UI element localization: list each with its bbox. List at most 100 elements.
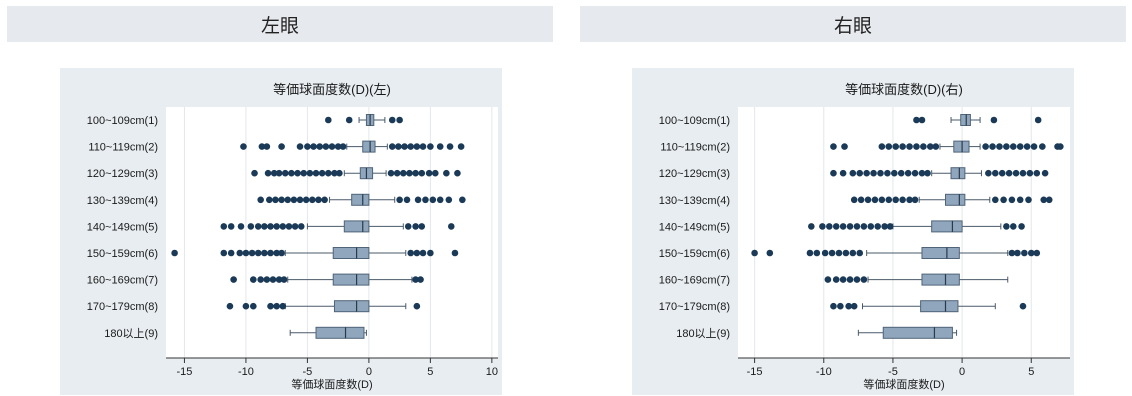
outlier-point [263,143,271,150]
outlier-point [1008,196,1016,204]
outlier-point [345,116,353,124]
outlier-point [296,196,304,204]
outlier-point [309,196,316,204]
outlier-point [899,196,906,204]
iqr-box [921,247,960,259]
category-label: 130~139cm(4) [87,195,158,207]
outlier-point [906,143,913,150]
outlier-point [885,143,893,150]
outlier-point [429,196,437,204]
outlier-point [808,223,815,230]
outlier-point [279,223,287,230]
outlier-point [832,276,840,283]
outlier-point [1039,143,1046,150]
category-label: 170~179cm(8) [87,301,158,313]
outlier-point [1057,143,1064,150]
outlier-point [850,302,858,310]
left-eye-header-label: 左眼 [260,14,299,37]
outlier-point [913,116,920,124]
box-9 [857,326,958,339]
box-2 [830,140,1064,153]
outlier-point [856,249,864,257]
outlier-point [220,223,228,230]
outlier-point [396,196,403,204]
outlier-point [857,196,865,204]
outlier-point [1016,196,1024,204]
x-tick-label: -5 [303,366,313,378]
outlier-point [849,249,857,257]
outlier-point [982,143,989,150]
outlier-point [396,116,403,124]
box-3 [830,167,1049,180]
outlier-point [457,143,465,150]
outlier-point [237,223,245,230]
outlier-point [990,116,998,124]
outlier-point [400,169,407,177]
x-tick-label: 5 [427,366,433,378]
outlier-point [240,143,247,150]
outlier-point [417,276,424,283]
outlier-point [315,196,322,204]
category-label: 100~109cm(1) [659,115,730,127]
outlier-point [891,169,898,177]
outlier-point [339,143,347,150]
outlier-point [849,169,857,177]
x-tick-label: -15 [176,366,192,378]
outlier-point [806,249,814,257]
x-axis-label: 等価球面度数(D) [291,377,372,391]
outlier-point [1033,249,1041,257]
outlier-point [886,223,894,230]
outlier-point [436,143,444,150]
outlier-point [1033,169,1041,177]
outlier-point [285,223,293,230]
outlier-point [427,249,434,257]
outlier-point [841,143,848,150]
outlier-point [878,143,886,150]
outlier-point [297,223,305,230]
outlier-point [404,223,412,230]
outlier-point [257,276,264,283]
boxplot-svg: 等価球面度数(D)(左) 100~109cm(1) 110~119cm(2) 120~… [87,82,498,391]
outlier-point [835,249,843,257]
box-9 [289,326,367,339]
outlier-point [856,169,864,177]
x-axis-label: 等価球面度数(D) [863,377,944,391]
outlier-point [1034,116,1042,124]
outlier-point [821,249,829,257]
outlier-point [272,196,279,204]
outlier-point [310,143,317,150]
outlier-point [992,196,999,204]
outlier-point [302,196,310,204]
outlier-point [393,169,401,177]
outlier-point [996,143,1003,150]
outlier-point [874,223,882,230]
right-eye-header: 右眼 [580,6,1126,42]
outlier-point [251,169,258,177]
outlier-point [296,143,304,150]
outlier-point [899,143,906,150]
outlier-point [325,169,332,177]
iqr-box [931,220,963,233]
outlier-point [254,223,262,230]
outlier-point [1026,169,1034,177]
iqr-box [315,326,365,339]
right-eye-header-label: 右眼 [833,14,872,37]
outlier-point [445,196,453,204]
outlier-point [846,276,854,283]
outlier-point [250,302,257,310]
outlier-point [1008,249,1016,257]
outlier-point [265,196,273,204]
outlier-point [1040,196,1048,204]
outlier-point [413,143,421,150]
iqr-box [950,167,966,180]
outlier-point [870,169,877,177]
outlier-point [913,143,920,150]
outlier-point [269,276,277,283]
iqr-box [945,193,966,206]
outlier-point [248,249,256,257]
outlier-point [431,169,439,177]
category-label: 120~129cm(3) [659,168,730,180]
outlier-point [267,223,274,230]
outlier-point [924,169,931,177]
outlier-point [1003,143,1010,150]
